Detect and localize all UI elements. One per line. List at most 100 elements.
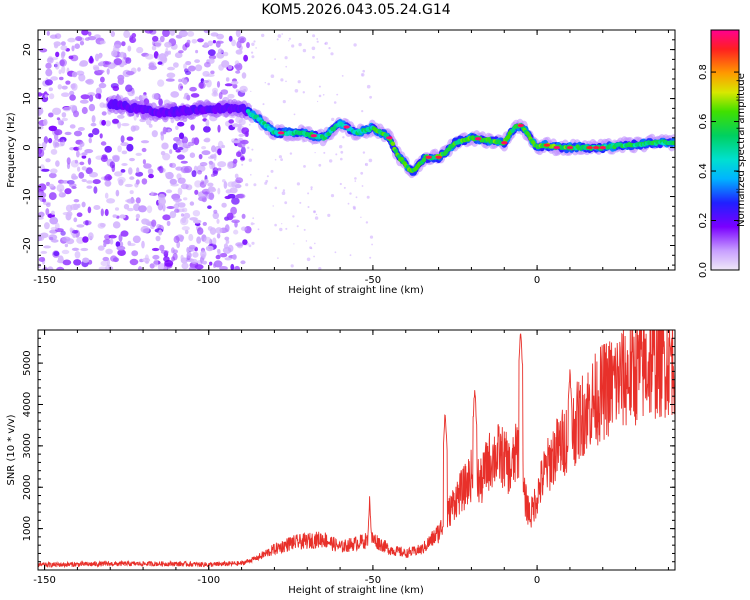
noise-blob [97, 222, 106, 229]
noise-blob [64, 131, 72, 136]
snr-y-ticks: 1000 2000 3000 4000 5000 [22, 329, 675, 563]
noise-blob [135, 218, 139, 221]
noise-blob [219, 253, 228, 258]
noise-blob [141, 240, 145, 249]
noise-blob [182, 142, 188, 148]
noise-blob [227, 161, 234, 169]
noise-blob [203, 236, 212, 244]
noise-blob [71, 175, 79, 180]
noise-blob [224, 236, 230, 241]
noise-blob [181, 226, 190, 231]
noise-blob [164, 259, 174, 267]
noise-blob [119, 51, 126, 58]
noise-blob [117, 249, 126, 256]
noise-blob [130, 125, 136, 132]
noise-speck [366, 195, 370, 199]
noise-blob [236, 151, 242, 158]
noise-blob [237, 193, 246, 199]
noise-speck [340, 157, 343, 161]
noise-blob [184, 70, 192, 76]
noise-blob [86, 185, 93, 189]
noise-blob [44, 79, 53, 86]
noise-blob [77, 166, 81, 172]
noise-speck [250, 222, 254, 226]
noise-speck [331, 117, 335, 122]
noise-speck [360, 216, 362, 218]
noise-blob [152, 254, 160, 260]
colorbar-tick-label: 0.6 [698, 114, 709, 130]
noise-blob [73, 199, 80, 203]
noise-blob [234, 60, 240, 66]
noise-blob [240, 260, 246, 265]
noise-speck [312, 34, 316, 38]
noise-blob [216, 33, 225, 40]
ridge-hotspot [425, 155, 432, 159]
noise-blob [210, 173, 216, 177]
noise-blob [87, 31, 92, 37]
noise-blob [235, 70, 241, 74]
noise-blob [155, 235, 161, 242]
noise-speck [314, 216, 319, 220]
noise-blob [177, 147, 184, 151]
noise-blob [215, 40, 221, 48]
noise-blob [151, 45, 157, 51]
noise-speck [354, 177, 357, 180]
ridge-hotspot [566, 146, 574, 150]
noise-blob [207, 49, 216, 56]
noise-speck [281, 191, 286, 195]
noise-blob [81, 106, 88, 115]
noise-speck [340, 150, 344, 154]
noise-blob [164, 51, 169, 57]
noise-blob [50, 76, 59, 81]
noise-blob [74, 159, 78, 164]
noise-blob [103, 242, 107, 248]
noise-blob [154, 39, 162, 48]
noise-blob [79, 99, 89, 104]
noise-blob [221, 202, 227, 208]
noise-blob [205, 119, 210, 127]
noise-blob [47, 266, 54, 270]
noise-blob [208, 58, 215, 64]
noise-blob [41, 168, 50, 172]
spectrogram-frame [37, 29, 676, 271]
noise-blob [72, 233, 77, 238]
ridge-hotspot [310, 134, 317, 138]
noise-blob [59, 76, 64, 81]
noise-speck [249, 124, 251, 126]
noise-blob [116, 245, 126, 251]
noise-speck [302, 91, 305, 94]
noise-blob [157, 53, 166, 62]
noise-speck [247, 146, 250, 149]
noise-speck [291, 44, 295, 48]
noise-blob [215, 254, 221, 260]
noise-blob [135, 197, 141, 204]
noise-speck [334, 251, 337, 254]
noise-speck [274, 186, 278, 190]
noise-blob [93, 205, 101, 210]
noise-blob [209, 261, 213, 266]
noise-blob [232, 83, 238, 89]
noise-blob [135, 179, 140, 185]
noise-blob [220, 89, 229, 95]
noise-blob [153, 259, 159, 267]
noise-blob [88, 103, 96, 112]
noise-blob [42, 198, 47, 203]
noise-blob [177, 121, 185, 127]
noise-blob [48, 172, 57, 179]
noise-blob [217, 48, 224, 54]
noise-blob [133, 113, 137, 121]
noise-blob [148, 65, 157, 71]
noise-speck [251, 241, 255, 245]
noise-blob [56, 266, 65, 270]
noise-blob [204, 137, 211, 143]
noise-blob [178, 78, 182, 83]
noise-blob [117, 74, 125, 81]
noise-blob [180, 254, 184, 261]
noise-blob [228, 119, 234, 124]
noise-blob [224, 224, 230, 233]
noise-blob [96, 40, 100, 45]
noise-blob [89, 171, 98, 178]
noise-blob [40, 192, 47, 198]
noise-blob [121, 41, 126, 47]
